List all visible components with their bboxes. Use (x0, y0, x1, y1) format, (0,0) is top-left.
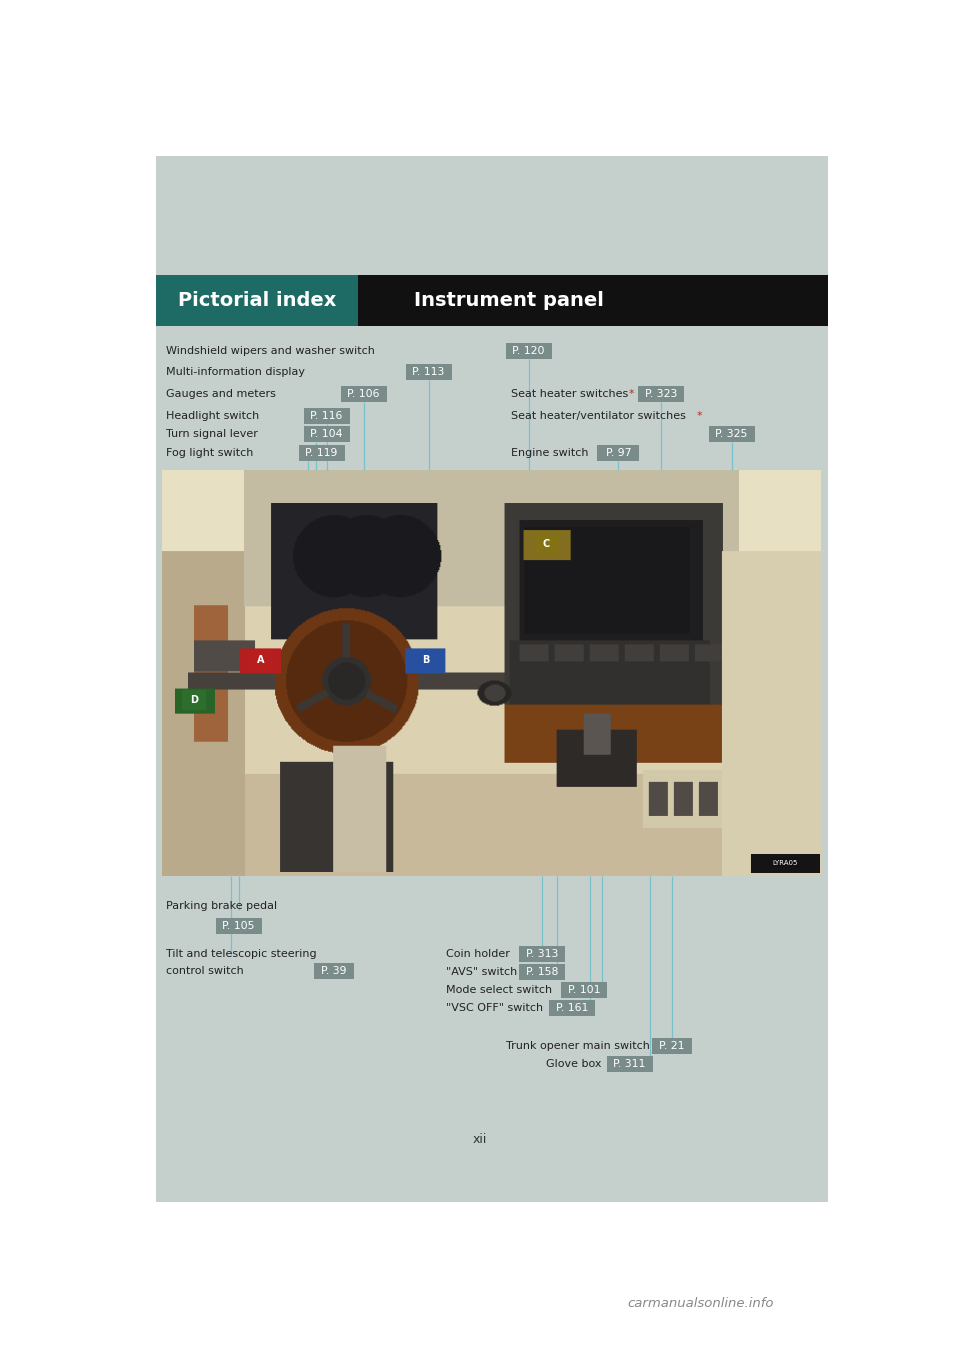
Bar (562, 982, 608, 998)
Bar (341, 386, 387, 402)
Text: P. 158: P. 158 (525, 967, 558, 976)
Bar (156, 276, 358, 326)
Bar (549, 999, 595, 1016)
Text: P. 313: P. 313 (525, 949, 558, 959)
Bar (215, 918, 261, 933)
Text: Windshield wipers and washer switch: Windshield wipers and washer switch (165, 345, 374, 356)
Text: Engine switch: Engine switch (511, 448, 588, 458)
Bar (652, 1038, 692, 1054)
Text: D: D (190, 695, 199, 705)
Text: *: * (628, 388, 634, 398)
Bar (299, 444, 345, 460)
Bar (518, 945, 564, 961)
Text: Instrument panel: Instrument panel (414, 291, 604, 310)
Text: "VSC OFF" switch: "VSC OFF" switch (445, 1002, 542, 1013)
Bar (708, 425, 755, 441)
Text: P. 101: P. 101 (568, 985, 601, 994)
Text: carmanualsonline.info: carmanualsonline.info (628, 1297, 774, 1310)
Text: P. 120: P. 120 (513, 345, 544, 356)
Text: Multi-information display: Multi-information display (165, 367, 304, 376)
Text: Trunk opener main switch: Trunk opener main switch (506, 1040, 649, 1051)
Bar (358, 276, 828, 326)
Text: LYRA05: LYRA05 (772, 860, 798, 865)
Bar (535, 534, 559, 554)
Bar (638, 386, 684, 402)
Text: P. 116: P. 116 (310, 410, 343, 421)
Bar (405, 364, 451, 380)
Text: Mode select switch: Mode select switch (445, 985, 552, 994)
Text: *: * (697, 410, 702, 421)
Text: Tilt and telescopic steering: Tilt and telescopic steering (165, 949, 316, 959)
Text: P. 21: P. 21 (660, 1040, 684, 1051)
Text: P. 106: P. 106 (348, 388, 380, 398)
Bar (518, 964, 564, 979)
Text: Pictorial index: Pictorial index (178, 291, 336, 310)
Text: xii: xii (473, 1133, 487, 1146)
Bar (597, 444, 639, 460)
Text: P. 119: P. 119 (305, 448, 338, 458)
Text: P. 104: P. 104 (310, 429, 343, 439)
Text: P. 39: P. 39 (321, 966, 347, 975)
Text: Glove box: Glove box (545, 1059, 601, 1069)
Text: B: B (421, 655, 429, 665)
Text: Seat heater switches: Seat heater switches (511, 388, 628, 398)
Text: P. 113: P. 113 (413, 367, 444, 376)
Text: P. 323: P. 323 (645, 388, 678, 398)
Text: "AVS" switch: "AVS" switch (445, 967, 516, 976)
Bar (303, 425, 349, 441)
Text: Coin holder: Coin holder (445, 949, 510, 959)
Bar (249, 650, 273, 671)
Text: Turn signal lever: Turn signal lever (165, 429, 257, 439)
Text: P. 325: P. 325 (715, 429, 748, 439)
Bar (506, 342, 551, 359)
Bar (303, 407, 349, 424)
Text: Seat heater/ventilator switches: Seat heater/ventilator switches (511, 410, 685, 421)
Text: P. 311: P. 311 (613, 1059, 646, 1069)
Bar (156, 156, 828, 1202)
Text: C: C (543, 539, 550, 549)
Text: Fog light switch: Fog light switch (165, 448, 252, 458)
Bar (414, 650, 438, 671)
Bar (607, 1055, 653, 1071)
Text: Headlight switch: Headlight switch (165, 410, 259, 421)
Text: P. 105: P. 105 (223, 921, 254, 930)
Bar (182, 690, 206, 710)
Text: Parking brake pedal: Parking brake pedal (165, 900, 276, 911)
Text: P. 97: P. 97 (606, 448, 631, 458)
Text: control switch: control switch (165, 966, 243, 975)
Bar (314, 963, 353, 979)
Text: P. 161: P. 161 (556, 1002, 588, 1013)
Text: A: A (256, 655, 264, 665)
Text: Gauges and meters: Gauges and meters (165, 388, 276, 398)
